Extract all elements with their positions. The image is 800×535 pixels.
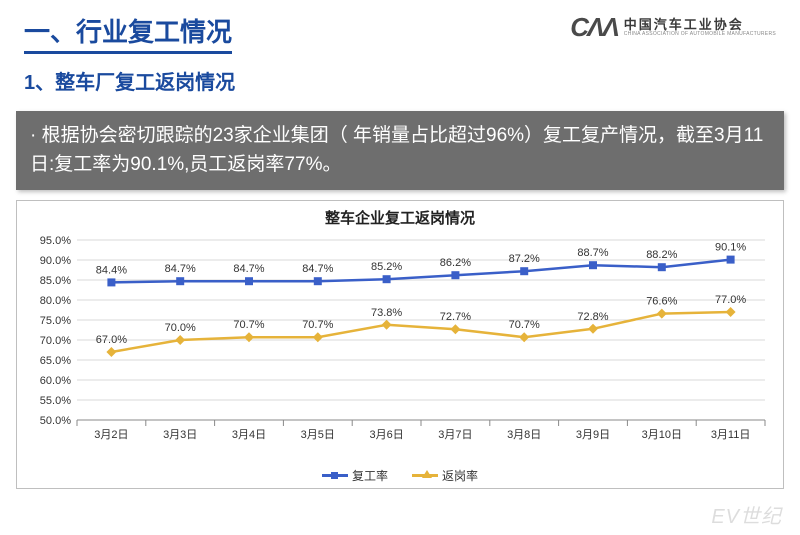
svg-text:3月2日: 3月2日 [94, 429, 128, 441]
svg-text:73.8%: 73.8% [371, 307, 402, 319]
header: 一、行业复工情况 CΛΛ 中国汽车工业协会 CHINA ASSOCIATION … [0, 0, 800, 60]
svg-text:70.0%: 70.0% [40, 335, 71, 347]
svg-text:88.7%: 88.7% [577, 247, 608, 259]
svg-text:3月11日: 3月11日 [711, 429, 751, 441]
svg-text:3月5日: 3月5日 [301, 429, 335, 441]
chart-container: 整车企业复工返岗情况 95.0% 90.0% 85.0% 80.0% 75.0% 70.0… [16, 200, 784, 489]
svg-text:76.6%: 76.6% [646, 295, 677, 307]
svg-text:90.0%: 90.0% [40, 255, 71, 267]
svg-text:70.0%: 70.0% [165, 322, 196, 334]
svg-text:86.2%: 86.2% [440, 257, 471, 269]
svg-text:67.0%: 67.0% [96, 334, 127, 346]
svg-text:80.0%: 80.0% [40, 295, 71, 307]
svg-text:77.0%: 77.0% [715, 294, 746, 306]
legend: 复工率 返岗率 [25, 467, 775, 484]
svg-text:70.7%: 70.7% [302, 319, 333, 331]
svg-text:85.0%: 85.0% [40, 275, 71, 287]
svg-text:3月9日: 3月9日 [576, 429, 610, 441]
legend-swatch-yellow [412, 474, 438, 477]
legend-item: 返岗率 [412, 467, 478, 484]
svg-text:72.7%: 72.7% [440, 311, 471, 323]
svg-text:84.7%: 84.7% [165, 263, 196, 275]
line-chart: 95.0% 90.0% 85.0% 80.0% 75.0% 70.0% 65.0% 60.0%… [25, 230, 775, 465]
svg-text:88.2%: 88.2% [646, 249, 677, 261]
legend-item: 复工率 [322, 467, 388, 484]
svg-text:87.2%: 87.2% [509, 253, 540, 265]
logo-cn: 中国汽车工业协会 [624, 18, 776, 32]
svg-text:3月8日: 3月8日 [507, 429, 541, 441]
svg-text:65.0%: 65.0% [40, 355, 71, 367]
svg-text:95.0%: 95.0% [40, 235, 71, 247]
logo: CΛΛ 中国汽车工业协会 CHINA ASSOCIATION OF AUTOMO… [570, 12, 776, 43]
subtitle: 1、整车厂复工返岗情况 [0, 60, 800, 105]
legend-label: 复工率 [352, 467, 388, 484]
svg-text:3月4日: 3月4日 [232, 429, 266, 441]
watermark: EV世纪 [711, 500, 782, 529]
svg-text:50.0%: 50.0% [40, 415, 71, 427]
main-title: 一、行业复工情况 [24, 12, 232, 54]
legend-swatch-blue [322, 474, 348, 477]
svg-text:85.2%: 85.2% [371, 261, 402, 273]
svg-text:55.0%: 55.0% [40, 395, 71, 407]
chart-title: 整车企业复工返岗情况 [25, 207, 775, 228]
svg-text:84.4%: 84.4% [96, 264, 127, 276]
svg-text:3月3日: 3月3日 [163, 429, 197, 441]
svg-text:70.7%: 70.7% [233, 319, 264, 331]
svg-text:60.0%: 60.0% [40, 375, 71, 387]
svg-text:75.0%: 75.0% [40, 315, 71, 327]
legend-label: 返岗率 [442, 467, 478, 484]
logo-mark: CΛΛ [570, 12, 617, 43]
svg-text:72.8%: 72.8% [577, 311, 608, 323]
svg-text:90.1%: 90.1% [715, 241, 746, 253]
svg-text:84.7%: 84.7% [302, 263, 333, 275]
logo-text: 中国汽车工业协会 CHINA ASSOCIATION OF AUTOMOBILE… [624, 18, 776, 38]
logo-en: CHINA ASSOCIATION OF AUTOMOBILE MANUFACT… [624, 32, 776, 38]
info-box: · 根据协会密切跟踪的23家企业集团（ 年销量占比超过96%）复工复产情况，截至… [16, 111, 784, 190]
svg-text:3月10日: 3月10日 [642, 429, 682, 441]
svg-text:3月7日: 3月7日 [438, 429, 472, 441]
svg-text:84.7%: 84.7% [233, 263, 264, 275]
svg-text:70.7%: 70.7% [509, 319, 540, 331]
svg-text:3月6日: 3月6日 [369, 429, 403, 441]
